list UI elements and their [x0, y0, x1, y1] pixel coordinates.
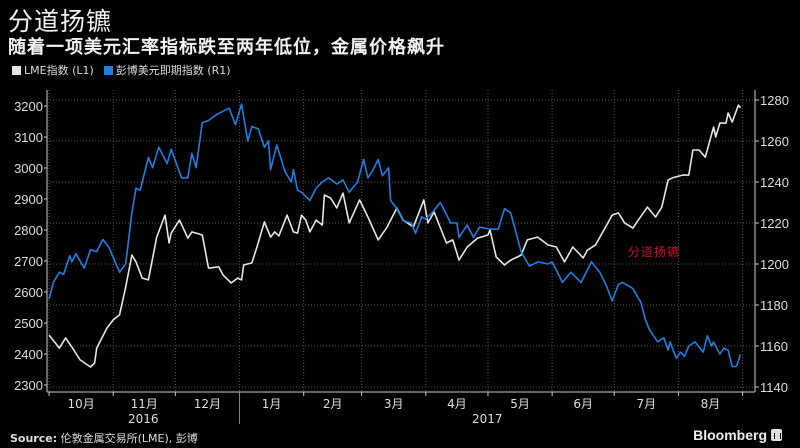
legend-swatch-lme — [12, 65, 21, 75]
right-axis-label: 1280 — [760, 93, 789, 108]
left-axis-label: 3000 — [14, 161, 43, 176]
legend-swatch-dollar — [103, 65, 113, 75]
left-axis-label: 3100 — [14, 130, 43, 145]
right-axis-label: 1200 — [760, 257, 789, 272]
right-axis-label: 1160 — [760, 339, 788, 354]
month-label: 7月 — [636, 397, 656, 411]
right-axis-label: 1140 — [760, 380, 788, 395]
left-axis-label: 2900 — [14, 192, 43, 207]
bloomberg-logo: Bloomberg — [693, 427, 782, 443]
year-label: 2017 — [472, 412, 503, 426]
annotation-label: 分道扬镳 — [628, 244, 680, 259]
month-label: 12月 — [194, 397, 221, 411]
right-axis-label: 1260 — [760, 134, 789, 149]
left-axis-label: 2400 — [14, 347, 43, 362]
year-label: 2016 — [128, 412, 159, 426]
source-label: Source: — [10, 432, 58, 445]
left-axis-label: 2300 — [14, 378, 43, 393]
source-note: Source: 伦敦金属交易所(LME), 彭博 — [10, 430, 198, 446]
left-axis-label: 2500 — [14, 316, 43, 331]
month-label: 4月 — [447, 397, 467, 411]
month-label: 10月 — [68, 397, 95, 411]
legend-label-lme: LME指数 (L1) — [24, 64, 94, 77]
legend-item-lme: LME指数 (L1) — [12, 62, 94, 78]
month-label: 3月 — [384, 397, 404, 411]
month-label: 1月 — [262, 397, 282, 411]
source-text: 伦敦金属交易所(LME), 彭博 — [57, 432, 198, 445]
month-label: 5月 — [510, 397, 530, 411]
right-axis-label: 1220 — [760, 216, 789, 231]
right-axis-label: 1240 — [760, 175, 789, 190]
legend: LME指数 (L1) 彭博美元即期指数 (R1) — [12, 62, 231, 78]
bloomberg-terminal-icon — [771, 429, 782, 441]
month-label: 8月 — [701, 397, 721, 411]
legend-label-dollar: 彭博美元即期指数 (R1) — [115, 64, 231, 77]
series-line-dollar — [48, 103, 742, 368]
chart-subtitle: 随着一项美元汇率指标跌至两年低位，金属价格飙升 — [8, 37, 445, 58]
left-axis-label: 2600 — [14, 285, 43, 300]
month-label: 6月 — [573, 397, 593, 411]
left-axis-label: 2800 — [14, 223, 43, 238]
right-axis-label: 1180 — [760, 298, 788, 313]
left-axis-label: 2700 — [14, 254, 43, 269]
left-axis-label: 3200 — [14, 99, 43, 114]
chart-title: 分道扬镳 — [8, 7, 113, 36]
month-label: 11月 — [131, 397, 158, 411]
brand-text: Bloomberg — [693, 427, 767, 443]
series-line-lme — [48, 104, 742, 368]
legend-item-dollar: 彭博美元即期指数 (R1) — [103, 62, 231, 78]
month-label: 2月 — [323, 397, 343, 411]
